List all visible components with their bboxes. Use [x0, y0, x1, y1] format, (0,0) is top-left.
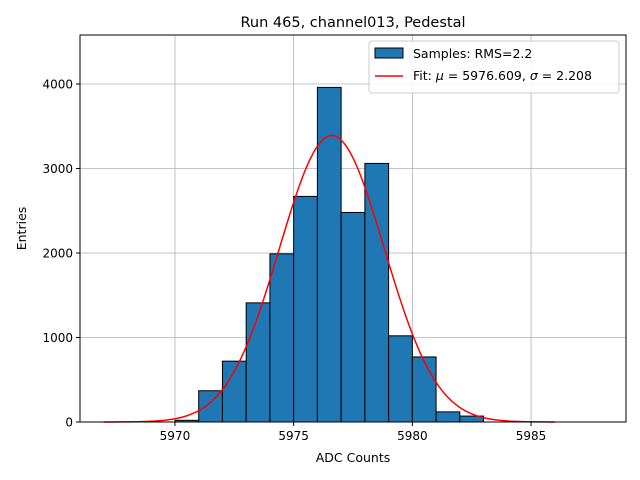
- histogram-bar: [198, 390, 223, 423]
- fit-curve-layer: [103, 134, 555, 423]
- histogram-bar: [293, 195, 318, 423]
- histogram-bar: [435, 411, 461, 423]
- x-axis-label: ADC Counts: [316, 450, 391, 465]
- x-tick-label: 5975: [278, 429, 309, 443]
- histogram-bar: [269, 253, 295, 423]
- legend-fit-sigma-symbol: σ: [530, 68, 539, 83]
- histogram-bar: [245, 302, 271, 423]
- x-tick-label: 5970: [160, 429, 191, 443]
- legend-fit-sigma-value: = 2.208: [538, 68, 592, 83]
- histogram-bars: [174, 86, 485, 423]
- chart-title: Run 465, channel013, Pedestal: [240, 15, 465, 31]
- y-tick-label: 1000: [42, 331, 73, 345]
- histogram-bar: [388, 335, 413, 423]
- legend-fit-prefix: Fit:: [413, 68, 436, 83]
- legend-box: [368, 40, 620, 94]
- x-tick-label: 5985: [516, 429, 547, 443]
- y-axis-label: Entries: [14, 207, 29, 251]
- legend-histogram-label: Samples: RMS=2.2: [413, 46, 532, 61]
- fit-curve: [103, 134, 555, 423]
- x-tick-label: 5980: [397, 429, 428, 443]
- y-tick-label: 2000: [42, 247, 73, 261]
- histogram-bar: [411, 356, 437, 423]
- histogram-bar: [364, 162, 390, 423]
- legend-fit-label: Fit: μ = 5976.609, σ = 2.208: [413, 68, 592, 83]
- axis-ticks: 5970 5975 5980 5985 0 1000 2000 3000 4000: [42, 78, 546, 443]
- y-tick-label: 4000: [42, 78, 73, 92]
- y-tick-label: 3000: [42, 162, 73, 176]
- histogram-bar: [340, 211, 366, 423]
- legend-histogram-swatch: [374, 47, 404, 59]
- y-tick-label: 0: [65, 416, 73, 430]
- legend: Samples: RMS=2.2 Fit: μ = 5976.609, σ = …: [368, 40, 620, 94]
- plot-frame: [79, 34, 627, 423]
- legend-fit-mu-value: = 5976.609,: [444, 68, 530, 83]
- legend-fit-mu-symbol: μ: [435, 68, 444, 83]
